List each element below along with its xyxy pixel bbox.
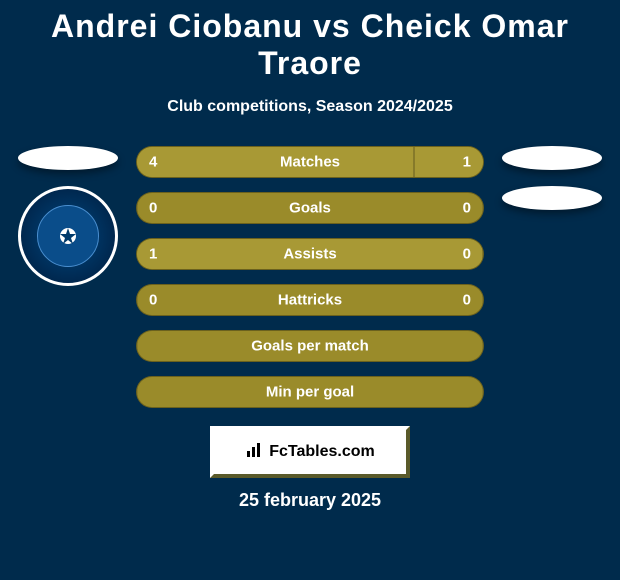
player-placeholder-left — [18, 146, 118, 170]
stat-bar-left — [137, 193, 138, 223]
stat-right-value: 0 — [463, 246, 471, 263]
stat-left-value: 1 — [149, 246, 157, 263]
player-placeholder-right-2 — [502, 186, 602, 210]
stat-label: Min per goal — [266, 384, 354, 401]
stat-bar-right — [482, 285, 483, 315]
stat-bar-left — [137, 377, 138, 407]
stat-row-goals: 0 Goals 0 — [136, 192, 484, 224]
stat-label: Goals per match — [251, 338, 369, 355]
stat-label: Goals — [289, 200, 331, 217]
stat-right-value: 0 — [463, 200, 471, 217]
stats-column: 4 Matches 1 0 Goals 0 1 Assists 0 — [128, 146, 492, 408]
stat-label: Matches — [280, 154, 340, 171]
date-text: 25 february 2025 — [8, 490, 612, 511]
stat-row-mpg: Min per goal — [136, 376, 484, 408]
chart-icon — [245, 441, 263, 464]
stat-bar-right — [482, 239, 483, 269]
stat-bar-left — [137, 331, 138, 361]
stat-bar-right — [414, 147, 483, 177]
stat-bar-left — [137, 147, 414, 177]
brand-badge[interactable]: FcTables.com — [210, 426, 410, 478]
stat-left-value: 0 — [149, 292, 157, 309]
stat-row-assists: 1 Assists 0 — [136, 238, 484, 270]
stat-bar-right — [482, 377, 483, 407]
left-player-col — [8, 146, 128, 286]
page-title: Andrei Ciobanu vs Cheick Omar Traore — [8, 8, 612, 82]
stat-left-value: 4 — [149, 154, 157, 171]
stat-row-gpm: Goals per match — [136, 330, 484, 362]
comparison-content: 4 Matches 1 0 Goals 0 1 Assists 0 — [8, 146, 612, 408]
stat-label: Hattricks — [278, 292, 342, 309]
stat-label: Assists — [283, 246, 336, 263]
stat-row-matches: 4 Matches 1 — [136, 146, 484, 178]
stat-row-hattricks: 0 Hattricks 0 — [136, 284, 484, 316]
stat-bar-right — [482, 331, 483, 361]
subtitle: Club competitions, Season 2024/2025 — [8, 98, 612, 116]
stat-left-value: 0 — [149, 200, 157, 217]
player-placeholder-right-1 — [502, 146, 602, 170]
stat-right-value: 1 — [463, 154, 471, 171]
stat-bar-left — [137, 285, 138, 315]
brand-text: FcTables.com — [269, 443, 375, 461]
stat-bar-right — [482, 193, 483, 223]
right-player-col — [492, 146, 612, 210]
club-logo-left — [18, 186, 118, 286]
stat-right-value: 0 — [463, 292, 471, 309]
